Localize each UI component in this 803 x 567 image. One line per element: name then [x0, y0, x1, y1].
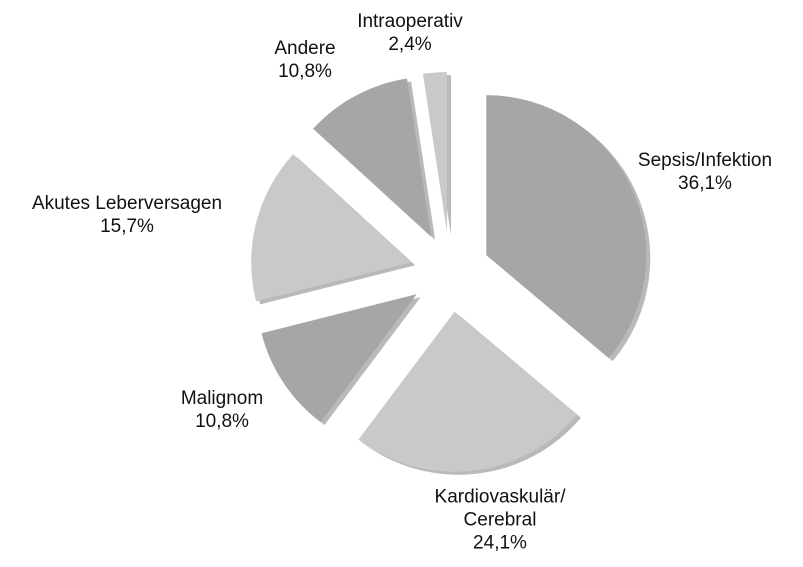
- category-label: Intraoperativ: [357, 11, 463, 32]
- value-label: 10,8%: [195, 411, 249, 432]
- category-label: Andere: [274, 38, 336, 59]
- slice-label: Intraoperativ 2,4%: [357, 10, 463, 56]
- slice-label: Sepsis/Infektion 36,1%: [638, 149, 772, 195]
- pie-slice: [358, 311, 577, 472]
- value-label: 24,1%: [473, 532, 527, 554]
- pie-slice: [313, 78, 432, 237]
- slice-label: Andere 10,8%: [274, 37, 335, 83]
- category-label: Sepsis/Infektion: [637, 150, 773, 171]
- value-label: 15,7%: [100, 216, 154, 237]
- slice-label: Akutes Leberversagen 15,7%: [32, 192, 222, 238]
- slice-label: Malignom 10,8%: [181, 387, 263, 433]
- category-label: Malignom: [180, 388, 264, 409]
- pie-slice: [422, 72, 447, 233]
- slice-label: Kardiovaskulär/ Cerebral 24,1%: [435, 486, 566, 555]
- pie-slice: [261, 294, 417, 423]
- pie-slice: [486, 95, 647, 359]
- pie-slice: [251, 154, 412, 302]
- value-label: 2,4%: [388, 34, 432, 55]
- category-label: Kardiovaskulär/ Cerebral: [434, 486, 566, 531]
- value-label: 36,1%: [678, 173, 732, 194]
- category-label: Akutes Leberversagen: [31, 193, 223, 214]
- value-label: 10,8%: [278, 61, 332, 82]
